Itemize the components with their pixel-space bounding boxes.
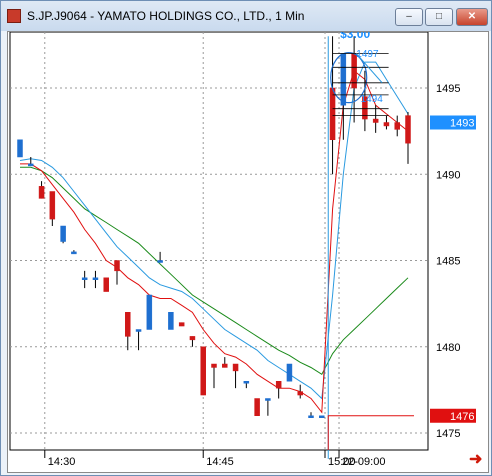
candle-body <box>71 251 77 255</box>
candle-body <box>329 87 336 140</box>
candle-body <box>60 225 66 242</box>
candle-body <box>168 312 174 330</box>
candle-body <box>92 277 99 280</box>
current-price-label: 1493 <box>450 118 474 130</box>
annotation-connector <box>355 53 383 84</box>
low-price-tag <box>430 408 476 423</box>
candle-body <box>340 53 347 106</box>
close-button[interactable]: ✕ <box>456 8 488 26</box>
candle-body <box>157 260 163 263</box>
candle-body <box>275 381 282 389</box>
candle-body <box>297 391 303 396</box>
title-bar[interactable]: S.JP.J9064 - YAMATO HOLDINGS CO., LTD., … <box>1 1 491 31</box>
y-tick-label: 1480 <box>436 342 460 354</box>
candle-body <box>146 294 153 330</box>
candle-body <box>38 186 45 199</box>
y-tick-label: 1485 <box>436 256 460 268</box>
plot-frame <box>9 32 429 451</box>
annotation-mid-label: 1494 <box>361 94 384 105</box>
x-tick-label: 14:30 <box>48 456 76 468</box>
candle-body <box>265 398 271 401</box>
current-price-tag <box>430 115 476 130</box>
candle-body <box>222 363 228 368</box>
candle-body <box>114 260 120 272</box>
candle-body <box>308 415 314 418</box>
candle-body <box>243 381 250 384</box>
candle-body <box>394 122 400 130</box>
trade-circle <box>330 52 368 104</box>
app-icon <box>7 9 21 23</box>
ma-blue-line <box>19 61 409 400</box>
y-tick-label: 1475 <box>436 428 460 440</box>
candle-body <box>81 277 88 280</box>
candle-body <box>17 139 23 158</box>
scroll-right-arrow-icon[interactable]: ➜ <box>469 451 483 468</box>
candle-body <box>200 346 206 396</box>
chart-area[interactable]: 1495 1490 1485 1480 1475 14:30 14:45 15:00 22-09… <box>7 31 489 473</box>
ma-slow-line <box>20 166 409 376</box>
window-title: S.JP.J9064 - YAMATO HOLDINGS CO., LTD., … <box>27 9 305 23</box>
candle-body <box>405 115 411 144</box>
y-tick-label: 1495 <box>436 83 460 95</box>
y-tick-label: 1490 <box>436 169 460 181</box>
minimize-button[interactable]: – <box>395 8 423 26</box>
candle-body <box>319 415 325 418</box>
candle-body <box>372 118 379 123</box>
price-chart[interactable]: 1495 1490 1485 1480 1475 14:30 14:45 15:0022-09… <box>8 32 488 472</box>
candle-body <box>232 363 239 372</box>
candle-body <box>103 277 109 292</box>
candle-body <box>286 363 293 382</box>
candle-body <box>28 163 34 167</box>
low-step-line <box>327 415 414 450</box>
candle-body <box>189 336 196 341</box>
annotation-high-label: 1497 <box>356 49 379 60</box>
candle-body <box>254 398 260 416</box>
candle-body <box>211 363 217 368</box>
x-tick-label: 15:00 <box>328 456 356 468</box>
x-tick-label: 14:45 <box>206 456 234 468</box>
candle-body <box>49 191 56 220</box>
x-tick-label: 22-09:00 <box>342 456 385 468</box>
low-price-label: 1476 <box>450 411 474 423</box>
candle-body <box>178 322 185 327</box>
candle-body <box>383 122 390 127</box>
candle-body <box>125 312 131 337</box>
candle-body <box>362 96 368 120</box>
candle-body <box>135 329 142 332</box>
maximize-button[interactable]: □ <box>425 8 453 26</box>
profit-label: $3.00 <box>340 32 370 41</box>
